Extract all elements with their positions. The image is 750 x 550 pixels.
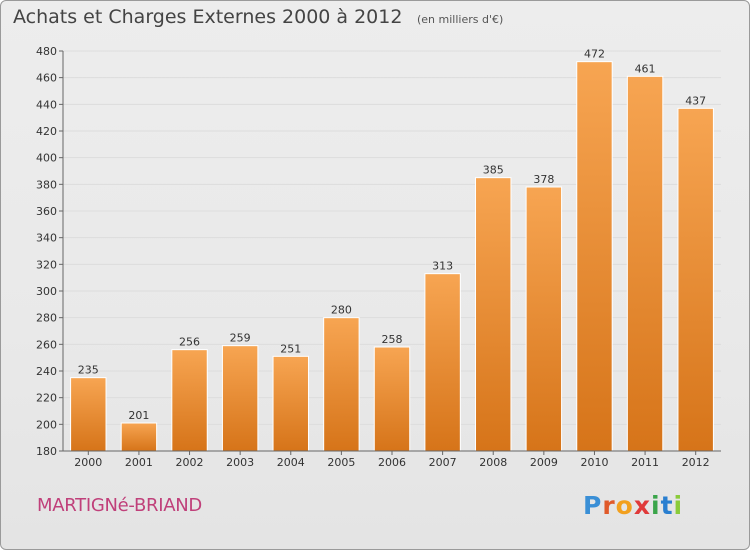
data-label: 313 xyxy=(432,260,453,273)
brand-letter: i xyxy=(673,491,684,520)
bars xyxy=(70,61,714,452)
x-tick-label: 2002 xyxy=(176,456,204,469)
town-name: MARTIGNé-BRIAND xyxy=(37,495,202,516)
chart-subtitle: (en milliers d'€) xyxy=(417,13,504,26)
chart-title: Achats et Charges Externes 2000 à 2012 xyxy=(13,6,403,28)
data-label: 256 xyxy=(179,336,200,349)
bar xyxy=(373,346,411,452)
axes xyxy=(59,50,721,455)
data-label: 258 xyxy=(382,333,403,346)
bar xyxy=(525,186,563,452)
data-label: 251 xyxy=(280,342,301,355)
y-tick-label: 420 xyxy=(36,125,57,138)
y-tick-label: 360 xyxy=(36,205,57,218)
y-tick-label: 340 xyxy=(36,232,57,245)
y-tick-label: 280 xyxy=(36,312,57,325)
y-tick-label: 260 xyxy=(36,338,57,351)
y-tick-label: 240 xyxy=(36,365,57,378)
labels: 180 200 220 240 260 280 300 320 340 360 380 400 420 4… xyxy=(36,45,710,469)
data-label: 378 xyxy=(533,173,554,186)
x-tick-label: 2008 xyxy=(479,456,507,469)
bar xyxy=(677,107,714,452)
y-tick-label: 480 xyxy=(36,45,57,58)
y-tick-label: 440 xyxy=(36,98,57,111)
y-tick-label: 320 xyxy=(36,258,57,271)
bar xyxy=(323,317,360,452)
proxiti-logo: Proxiti xyxy=(583,491,683,520)
x-tick-label: 2006 xyxy=(378,456,406,469)
x-tick-label: 2003 xyxy=(226,456,254,469)
bar xyxy=(424,273,461,452)
x-tick-label: 2011 xyxy=(631,456,659,469)
y-tick-label: 200 xyxy=(36,418,57,431)
data-label: 461 xyxy=(635,62,656,75)
y-tick-label: 300 xyxy=(36,285,57,298)
y-tick-label: 220 xyxy=(36,392,57,405)
bar xyxy=(120,422,158,452)
data-label: 201 xyxy=(128,409,149,422)
data-label: 280 xyxy=(331,304,352,317)
brand-letter: P xyxy=(583,491,603,520)
brand-letter: i xyxy=(651,491,661,520)
x-tick-label: 2004 xyxy=(277,456,305,469)
y-tick-label: 180 xyxy=(36,445,57,458)
bar xyxy=(626,75,664,452)
x-tick-label: 2009 xyxy=(530,456,558,469)
x-tick-label: 2010 xyxy=(580,456,608,469)
y-tick-label: 380 xyxy=(36,178,57,191)
data-label: 385 xyxy=(483,164,504,177)
x-tick-label: 2012 xyxy=(682,456,710,469)
bar xyxy=(475,177,512,452)
brand-letter: r xyxy=(602,491,616,520)
brand-letter: o xyxy=(615,491,634,520)
bar xyxy=(70,377,107,452)
data-label: 235 xyxy=(78,364,99,377)
y-tick-label: 460 xyxy=(36,72,57,85)
bar xyxy=(576,61,613,452)
data-label: 472 xyxy=(584,48,605,61)
bar xyxy=(171,349,208,452)
brand-letter: x xyxy=(633,491,651,520)
y-tick-label: 400 xyxy=(36,152,57,165)
bar xyxy=(272,355,309,452)
brand-letter: t xyxy=(660,491,674,520)
bar xyxy=(221,345,259,452)
x-tick-label: 2001 xyxy=(125,456,153,469)
data-label: 437 xyxy=(685,94,706,107)
x-tick-label: 2005 xyxy=(327,456,355,469)
x-tick-label: 2007 xyxy=(429,456,457,469)
x-tick-label: 2000 xyxy=(74,456,102,469)
data-label: 259 xyxy=(230,332,251,345)
